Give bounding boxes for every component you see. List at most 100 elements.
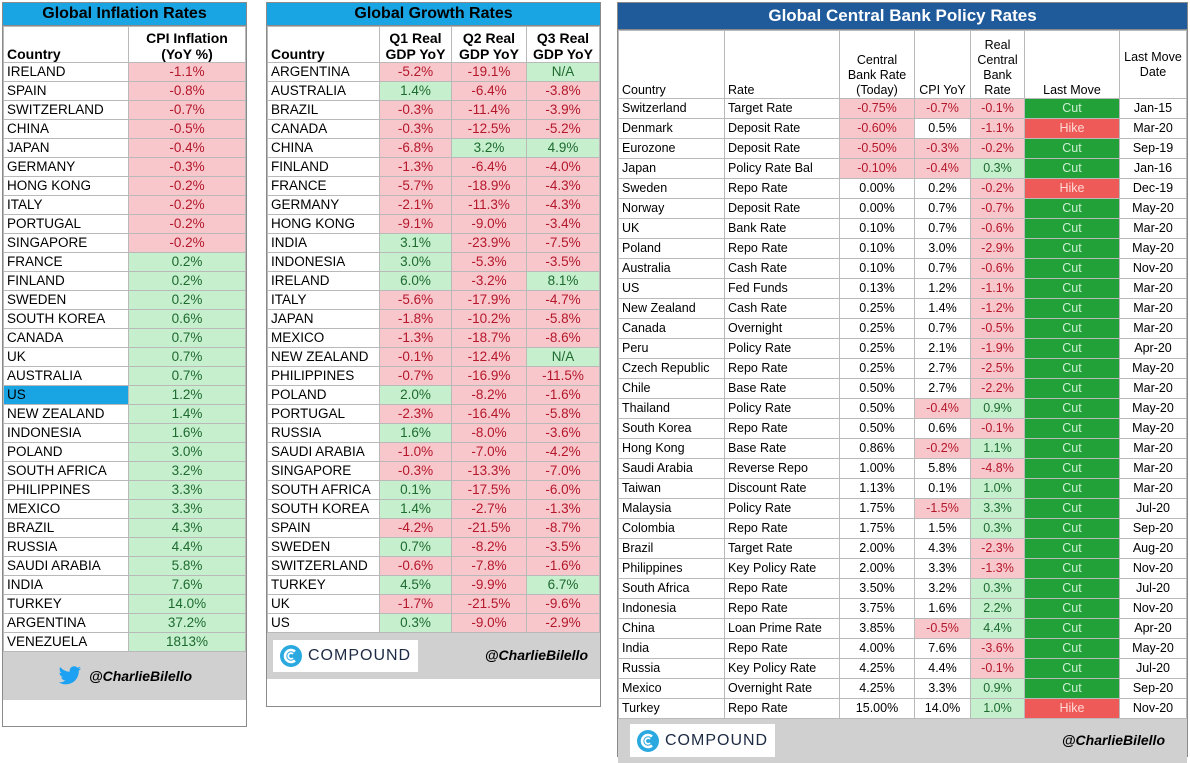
table-row: FINLAND 0.2%: [3, 271, 246, 291]
policy-rate-cell: Repo Rate: [724, 578, 840, 599]
policy-cpi-cell: 1.6%: [914, 598, 971, 619]
growth-col-q2-line1: Q2 Real: [462, 30, 516, 46]
policy-date-cell: Apr-20: [1119, 618, 1187, 639]
growth-q3-cell: -1.3%: [526, 499, 600, 519]
growth-q1-cell: 1.6%: [379, 423, 452, 443]
table-row: IRELAND -1.1%: [3, 62, 246, 82]
policy-date-cell: Mar-20: [1119, 458, 1187, 479]
policy-col-date-line2: Date: [1139, 64, 1167, 79]
inflation-country-cell: FINLAND: [3, 271, 129, 291]
table-row: GERMANY -0.3%: [3, 157, 246, 177]
growth-country-cell: MEXICO: [267, 328, 380, 348]
growth-q3-cell: N/A: [526, 347, 600, 367]
inflation-country-cell: GERMANY: [3, 157, 129, 177]
policy-cbr-cell: 0.00%: [839, 178, 915, 199]
policy-cpi-cell: 0.7%: [914, 198, 971, 219]
policy-cpi-cell: 0.7%: [914, 218, 971, 239]
growth-country-cell: SOUTH KOREA: [267, 499, 380, 519]
growth-q1-cell: 6.0%: [379, 271, 452, 291]
table-row: Philippines Key Policy Rate 2.00% 3.3% -1.3%…: [618, 558, 1187, 579]
growth-country-cell: RUSSIA: [267, 423, 380, 443]
inflation-cpi-cell: -0.5%: [128, 119, 246, 139]
policy-country-cell: South Africa: [618, 578, 725, 599]
policy-rate-cell: Cash Rate: [724, 298, 840, 319]
policy-rate-cell: Base Rate: [724, 378, 840, 399]
inflation-country-cell: JAPAN: [3, 138, 129, 158]
policy-country-cell: Saudi Arabia: [618, 458, 725, 479]
policy-col-real-line3: Bank: [983, 68, 1012, 82]
policy-cbr-cell: -0.50%: [839, 138, 915, 159]
table-row: BRAZIL -0.3% -11.4% -3.9%: [267, 100, 600, 120]
policy-cpi-cell: 0.2%: [914, 178, 971, 199]
growth-col-q1-line2: GDP YoY: [385, 46, 446, 62]
policy-move-badge: Cut: [1024, 238, 1120, 259]
growth-country-cell: JAPAN: [267, 309, 380, 329]
policy-country-cell: Malaysia: [618, 498, 725, 519]
growth-country-cell: SWEDEN: [267, 537, 380, 557]
policy-real-cell: -0.6%: [970, 258, 1025, 279]
compound-logo-icon: [637, 729, 659, 752]
policy-real-cell: 0.3%: [970, 518, 1025, 539]
table-row: CHINA -6.8% 3.2% 4.9%: [267, 138, 600, 158]
policy-cbr-cell: 4.00%: [839, 638, 915, 659]
table-row: Brazil Target Rate 2.00% 4.3% -2.3% Cut Aug-20: [618, 538, 1187, 559]
growth-q2-cell: -9.0%: [451, 613, 527, 633]
growth-q2-cell: -23.9%: [451, 233, 527, 253]
inflation-cpi-cell: -0.2%: [128, 195, 246, 215]
policy-col-date: Last Move Date: [1119, 30, 1187, 99]
growth-q3-cell: -3.6%: [526, 423, 600, 443]
table-row: Switzerland Target Rate -0.75% -0.7% -0.1% Cu…: [618, 98, 1187, 119]
policy-cbr-cell: 0.50%: [839, 398, 915, 419]
table-row: CHINA -0.5%: [3, 119, 246, 139]
policy-rate-cell: Cash Rate: [724, 258, 840, 279]
inflation-cpi-cell: -0.2%: [128, 214, 246, 234]
table-row: PHILIPPINES 3.3%: [3, 480, 246, 500]
growth-country-cell: GERMANY: [267, 195, 380, 215]
policy-date-cell: Mar-20: [1119, 438, 1187, 459]
growth-country-cell: BRAZIL: [267, 100, 380, 120]
growth-q2-cell: -8.2%: [451, 385, 527, 405]
policy-country-cell: India: [618, 638, 725, 659]
policy-cbr-cell: 1.75%: [839, 518, 915, 539]
table-row: SINGAPORE -0.2%: [3, 233, 246, 253]
policy-rate-cell: Repo Rate: [724, 698, 840, 719]
policy-rate-cell: Key Policy Rate: [724, 658, 840, 679]
policy-date-cell: Aug-20: [1119, 538, 1187, 559]
policy-real-cell: -0.5%: [970, 318, 1025, 339]
growth-q2-cell: -17.5%: [451, 480, 527, 500]
growth-q1-cell: -5.7%: [379, 176, 452, 196]
policy-cpi-cell: 0.1%: [914, 478, 971, 499]
growth-q3-cell: -1.6%: [526, 385, 600, 405]
table-row: SOUTH KOREA 1.4% -2.7% -1.3%: [267, 499, 600, 519]
growth-q3-cell: -8.6%: [526, 328, 600, 348]
growth-q2-cell: -21.5%: [451, 594, 527, 614]
inflation-country-cell: AUSTRALIA: [3, 366, 129, 386]
policy-country-cell: Denmark: [618, 118, 725, 139]
policy-real-cell: -0.1%: [970, 418, 1025, 439]
policy-date-cell: May-20: [1119, 238, 1187, 259]
growth-q3-cell: -3.9%: [526, 100, 600, 120]
table-row: POLAND 3.0%: [3, 442, 246, 462]
policy-rate-cell: Overnight: [724, 318, 840, 339]
growth-q1-cell: 1.4%: [379, 499, 452, 519]
growth-q2-cell: -16.4%: [451, 404, 527, 424]
table-row: Russia Key Policy Rate 4.25% 4.4% -0.1% Cut Ju…: [618, 658, 1187, 679]
growth-country-cell: ITALY: [267, 290, 380, 310]
inflation-cpi-cell: 0.2%: [128, 271, 246, 291]
twitter-bird-icon: [58, 666, 82, 685]
inflation-country-cell: IRELAND: [3, 62, 129, 82]
compound-logo: COMPOUND: [273, 640, 418, 672]
table-row: Mexico Overnight Rate 4.25% 3.3% 0.9% Cut Sep-…: [618, 678, 1187, 699]
growth-q1-cell: -1.3%: [379, 157, 452, 177]
growth-q1-cell: -0.3%: [379, 461, 452, 481]
growth-q2-cell: -6.4%: [451, 157, 527, 177]
growth-q3-cell: -3.4%: [526, 214, 600, 234]
table-row: Indonesia Repo Rate 3.75% 1.6% 2.2% Cut Nov-20: [618, 598, 1187, 619]
table-row: SWITZERLAND -0.7%: [3, 100, 246, 120]
table-row: IRELAND 6.0% -3.2% 8.1%: [267, 271, 600, 291]
table-row: JAPAN -0.4%: [3, 138, 246, 158]
policy-move-badge: Cut: [1024, 278, 1120, 299]
policy-move-badge: Cut: [1024, 618, 1120, 639]
inflation-country-cell: SWITZERLAND: [3, 100, 129, 120]
inflation-country-cell: POLAND: [3, 442, 129, 462]
